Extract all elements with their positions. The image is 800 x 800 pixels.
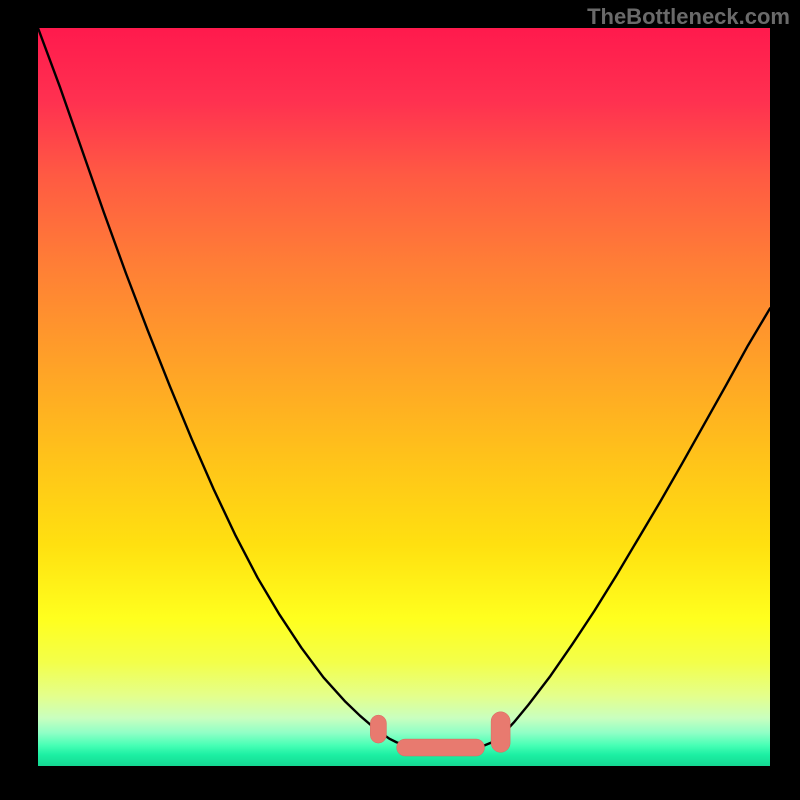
plot-gradient-background [38, 28, 770, 766]
curve-marker [370, 715, 386, 743]
curve-marker [491, 712, 510, 753]
watermark-text: TheBottleneck.com [587, 4, 790, 30]
bottleneck-chart [0, 0, 800, 800]
curve-marker [397, 739, 485, 756]
